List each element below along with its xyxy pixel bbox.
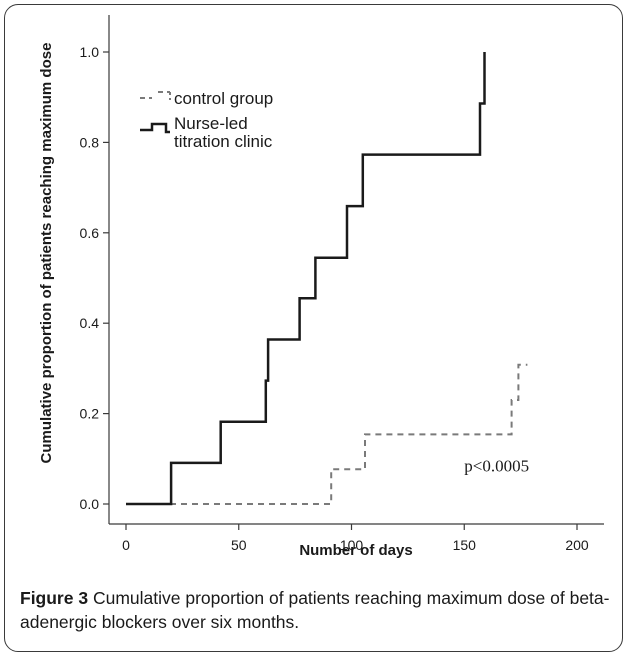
figure-caption-text: Cumulative proportion of patients reachi… bbox=[20, 588, 610, 632]
legend-label-nurse-line2: titration clinic bbox=[174, 132, 273, 151]
x-tick-label: 200 bbox=[565, 537, 589, 553]
figure-frame bbox=[4, 4, 623, 652]
y-axis-title: Cumulative proportion of patients reachi… bbox=[38, 43, 55, 464]
y-tick-label: 0.2 bbox=[80, 406, 100, 422]
figure-caption: Figure 3 Cumulative proportion of patien… bbox=[20, 586, 610, 634]
chart-annotations: p<0.0005 bbox=[464, 456, 529, 475]
x-tick-label: 50 bbox=[231, 537, 247, 553]
chart-series bbox=[126, 52, 528, 506]
series-line-control bbox=[126, 363, 528, 505]
legend-swatch-nurse bbox=[140, 122, 170, 134]
chart-axes bbox=[108, 15, 604, 525]
y-tick-label: 0.0 bbox=[80, 496, 100, 512]
legend-label-control: control group bbox=[174, 89, 273, 108]
x-tick-label: 0 bbox=[122, 537, 130, 553]
y-tick-label: 0.8 bbox=[80, 134, 100, 150]
series-line-nurse bbox=[126, 52, 486, 506]
x-tick-label: 100 bbox=[340, 537, 364, 553]
y-tick-label: 1.0 bbox=[80, 44, 100, 60]
x-tick-label: 150 bbox=[453, 537, 477, 553]
legend-label-nurse-line1: Nurse-led bbox=[174, 114, 248, 133]
y-tick-label: 0.4 bbox=[80, 315, 100, 331]
chart-ticks: 0.0 0.2 0.4 0.6 0.8 1.0 0 50 100 150 200 bbox=[80, 44, 589, 553]
figure-caption-label: Figure 3 bbox=[20, 588, 89, 608]
chart-legend: control group Nurse-led titration clinic bbox=[140, 89, 273, 151]
p-value-annotation: p<0.0005 bbox=[464, 456, 529, 475]
x-axis-title: Number of days bbox=[299, 542, 412, 559]
y-tick-label: 0.6 bbox=[80, 225, 100, 241]
chart: 0.0 0.2 0.4 0.6 0.8 1.0 0 50 100 150 200 Cumulativ… bbox=[38, 15, 604, 559]
